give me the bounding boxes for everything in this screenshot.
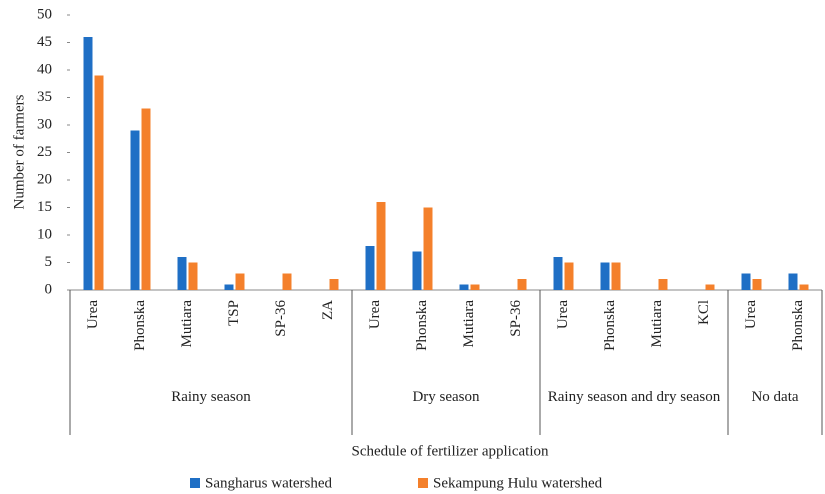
group-label-box: Rainy season [171, 389, 251, 405]
group-label-box: Rainy season and dry season [547, 389, 721, 405]
group-label-box: Dry season [412, 389, 480, 405]
bar [553, 257, 563, 290]
legend-swatch [190, 478, 200, 488]
x-axis-title: Schedule of fertilizer application [352, 443, 549, 459]
bar [141, 108, 151, 290]
x-tick-label: SP-36 [508, 300, 524, 337]
x-tick-label: Phonska [602, 300, 618, 351]
group-label: Rainy season and dry season [547, 389, 721, 405]
x-tick-label: Mutiara [179, 300, 195, 348]
x-tick-label: KCl [696, 300, 712, 325]
bar [517, 279, 527, 290]
x-tick-label: TSP [226, 300, 242, 326]
bar [658, 279, 668, 290]
x-tick-label: Mutiara [461, 300, 477, 348]
bar [412, 251, 422, 290]
y-tick-label: 45 [37, 34, 52, 50]
bar [130, 130, 140, 290]
bar [705, 284, 715, 290]
legend-label: Sangharus watershed [205, 475, 333, 491]
legend-swatch [418, 478, 428, 488]
bar [329, 279, 339, 290]
bar [741, 273, 751, 290]
bar [470, 284, 480, 290]
bar [94, 75, 104, 290]
bar [365, 246, 375, 290]
group-label: Dry season [412, 389, 480, 405]
bar [376, 202, 386, 290]
legend-label: Sekampung Hulu watershed [433, 475, 603, 491]
x-tick-label: Phonska [414, 300, 430, 351]
y-tick-label: 35 [37, 89, 52, 105]
bar [799, 284, 809, 290]
x-tick-label: Mutiara [649, 300, 665, 348]
bar [459, 284, 469, 290]
y-tick-label: 30 [37, 116, 52, 132]
bar [564, 262, 574, 290]
y-tick-label: 0 [45, 281, 53, 297]
x-tick-label: Urea [85, 300, 101, 329]
x-tick-label: SP-36 [273, 300, 289, 337]
bar [235, 273, 245, 290]
y-axis-title: Number of farmers [11, 94, 27, 209]
group-label: No data [751, 389, 799, 405]
y-tick-label: 25 [37, 144, 52, 160]
x-tick-label: Phonska [132, 300, 148, 351]
x-tick-label: ZA [320, 300, 336, 320]
group-label: Rainy season [171, 389, 251, 405]
bar [788, 273, 798, 290]
y-tick-label: 5 [45, 254, 53, 270]
y-tick-label: 40 [37, 61, 52, 77]
bar [224, 284, 234, 290]
bar [611, 262, 621, 290]
group-label-box: No data [751, 389, 799, 405]
bar [752, 279, 762, 290]
bar [188, 262, 198, 290]
x-tick-label: Phonska [790, 300, 806, 351]
bar [423, 207, 433, 290]
y-tick-label: 15 [37, 199, 52, 215]
bar [83, 37, 93, 290]
x-tick-label: Urea [743, 300, 759, 329]
x-tick-label: Urea [367, 300, 383, 329]
bar [177, 257, 187, 290]
y-tick-label: 50 [37, 6, 52, 22]
x-tick-label: Urea [555, 300, 571, 329]
y-tick-label: 20 [37, 171, 52, 187]
bar [282, 273, 292, 290]
bar [600, 262, 610, 290]
y-tick-label: 10 [37, 226, 52, 242]
